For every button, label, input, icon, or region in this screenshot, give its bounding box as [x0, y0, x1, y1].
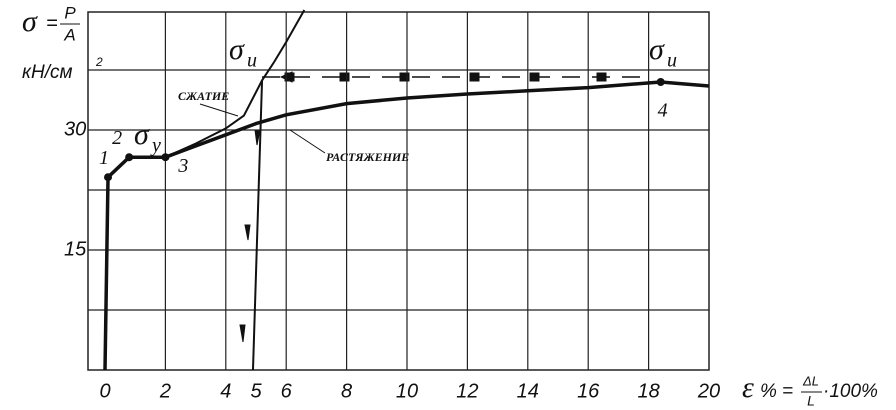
x-tick-label: 20 — [697, 380, 720, 402]
axis-labels: σ = P A кН/см 2 ε % = ΔL L ·100% — [22, 3, 878, 408]
point-label: 4 — [658, 100, 668, 122]
point — [656, 78, 665, 86]
y-label-unit-exp: 2 — [95, 55, 103, 69]
curve — [103, 80, 710, 371]
x-tick-label: 12 — [456, 380, 478, 402]
y-label-num: P — [64, 3, 76, 22]
x-tick-label: 4 — [220, 380, 231, 402]
y-tick-label: 30 — [64, 118, 86, 140]
stress-sub: u — [667, 50, 677, 72]
plot-frame — [87, 11, 710, 371]
x-tick-label: 2 — [159, 380, 171, 402]
y-label-unit: кН/см — [22, 62, 73, 83]
point-label: 1 — [99, 147, 109, 169]
stress-symbol: σ — [229, 33, 245, 66]
curve-label: СЖАТИЕ — [178, 89, 229, 103]
x-tick-label: 5 — [250, 380, 262, 402]
y-label-den: A — [63, 25, 75, 44]
x-label-eq: = — [782, 381, 793, 402]
stress-sub: y — [150, 135, 161, 157]
point-label: 2 — [112, 127, 122, 149]
point — [104, 173, 113, 182]
x-label-symbol: ε — [742, 371, 754, 404]
x-tick-label: 10 — [396, 380, 418, 402]
curve — [251, 80, 264, 371]
point-label: 3 — [177, 155, 188, 177]
x-tick-label: 8 — [341, 380, 352, 402]
leader-line — [289, 129, 326, 154]
x-label-tail: ·100% — [823, 381, 878, 402]
x-tick-label: 14 — [517, 380, 539, 402]
stress-sub: u — [247, 50, 257, 72]
y-label-eq: = — [46, 12, 58, 34]
point — [161, 153, 170, 162]
leader-line — [199, 103, 239, 117]
point — [125, 153, 134, 162]
x-tick-label: 16 — [577, 380, 600, 402]
x-label-pct: % — [760, 381, 777, 402]
x-tick-label: 0 — [99, 380, 110, 402]
stress-symbol: σ — [649, 33, 665, 66]
x-tick-label: 18 — [637, 380, 659, 402]
x-label-num: ΔL — [802, 373, 819, 388]
y-tick-label: 15 — [64, 238, 87, 260]
x-tick-label: 6 — [281, 380, 293, 402]
y-label-symbol: σ — [22, 5, 38, 38]
x-label-den: L — [807, 393, 815, 409]
stress-symbol: σ — [134, 118, 150, 151]
curve-label: РАСТЯЖЕНИЕ — [326, 150, 409, 164]
curve — [164, 9, 306, 159]
